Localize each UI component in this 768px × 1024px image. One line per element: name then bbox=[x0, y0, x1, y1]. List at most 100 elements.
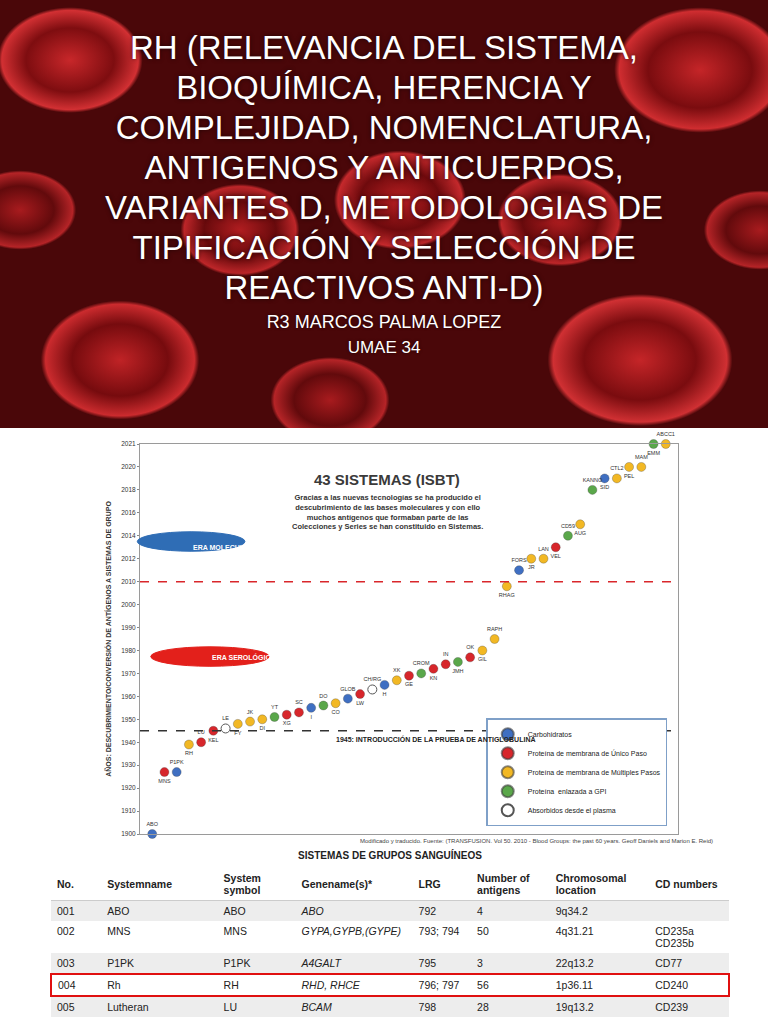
html-text:Genename(s)*: Genename(s)* bbox=[301, 878, 373, 890]
html-text:002: 002 bbox=[57, 925, 75, 937]
html-text:RH (RELEVANCIA DEL SISTEMA,: RH (RELEVANCIA DEL SISTEMA, bbox=[130, 29, 638, 66]
svg-text:JK: JK bbox=[247, 709, 254, 715]
svg-text:2000: 2000 bbox=[121, 601, 136, 608]
svg-text:1900: 1900 bbox=[121, 830, 136, 837]
svg-text:Carbohidratos: Carbohidratos bbox=[528, 731, 572, 738]
html-text:BIOQUÍMICA, HERENCIA Y: BIOQUÍMICA, HERENCIA Y bbox=[176, 69, 592, 106]
html-text:792: 792 bbox=[418, 905, 437, 917]
svg-text:DI: DI bbox=[260, 725, 266, 731]
svg-text:LU: LU bbox=[198, 729, 205, 735]
svg-text:1920: 1920 bbox=[121, 784, 136, 791]
html-text:9q34.2: 9q34.2 bbox=[555, 905, 588, 917]
svg-text:GE: GE bbox=[405, 681, 413, 687]
html-text:MNS: MNS bbox=[107, 925, 131, 937]
svg-text:Proteína de membrana de Único: Proteína de membrana de Único Paso bbox=[528, 749, 647, 757]
svg-text:LAN: LAN bbox=[538, 546, 549, 552]
svg-text:2020: 2020 bbox=[121, 463, 136, 470]
svg-text:XG: XG bbox=[283, 720, 291, 726]
svg-text:JR: JR bbox=[528, 564, 535, 570]
html-text:R3 MARCOS PALMA LOPEZ: R3 MARCOS PALMA LOPEZ bbox=[266, 312, 502, 332]
svg-text:1940: 1940 bbox=[121, 739, 136, 746]
html-text:UMAE 34: UMAE 34 bbox=[347, 338, 421, 357]
svg-text:SID: SID bbox=[600, 484, 609, 490]
svg-text:AUG: AUG bbox=[574, 530, 586, 536]
html-text:Systemname: Systemname bbox=[107, 878, 172, 890]
html-text:LRG: LRG bbox=[418, 878, 441, 890]
svg-text:1960: 1960 bbox=[121, 693, 136, 700]
html-text:ANTIGENOS Y ANTICUERPOS,: ANTIGENOS Y ANTICUERPOS, bbox=[144, 149, 624, 186]
svg-text:CROM: CROM bbox=[413, 660, 430, 666]
svg-text:1945: INTRODUCCIÓN DE LA PRUEB: 1945: INTRODUCCIÓN DE LA PRUEBA DE ANTIG… bbox=[336, 735, 536, 743]
html-text:MNS: MNS bbox=[223, 925, 247, 937]
html-text:793; 794: 793; 794 bbox=[418, 925, 460, 937]
html-text:Chromosomal location: Chromosomal location bbox=[555, 872, 627, 896]
svg-text:KN: KN bbox=[430, 675, 438, 681]
html-text:COMPLEJIDAD, NOMENCLATURA,: COMPLEJIDAD, NOMENCLATURA, bbox=[115, 109, 653, 146]
svg-text:Absorbidos desde el plasma: Absorbidos desde el plasma bbox=[528, 807, 616, 815]
html-text:ABO: ABO bbox=[223, 905, 246, 917]
svg-text:2014: 2014 bbox=[121, 532, 136, 539]
svg-text:LW: LW bbox=[356, 700, 365, 706]
html-text:ABO: ABO bbox=[301, 905, 324, 917]
svg-text:2012: 2012 bbox=[121, 555, 136, 562]
svg-text:GIL: GIL bbox=[478, 656, 487, 662]
svg-text:RH: RH bbox=[185, 750, 193, 756]
svg-text:Proteína de membrana de Múltip: Proteína de membrana de Múltiples Pasos bbox=[528, 769, 661, 777]
svg-text:KEL: KEL bbox=[208, 737, 218, 743]
svg-text:CD59: CD59 bbox=[561, 523, 575, 529]
svg-text:RAPH: RAPH bbox=[487, 626, 502, 632]
svg-text:OK: OK bbox=[466, 644, 474, 650]
svg-text:2016: 2016 bbox=[121, 509, 136, 516]
svg-text:I: I bbox=[310, 714, 312, 720]
html-text:REACTIVOS ANTI-D): REACTIVOS ANTI-D) bbox=[224, 269, 544, 306]
svg-text:H: H bbox=[383, 691, 387, 697]
html-text:TIPIFICACIÓN Y SELECCIÓN DE: TIPIFICACIÓN Y SELECCIÓN DE bbox=[132, 229, 636, 266]
svg-text:ERA MOLECULAR: ERA MOLECULAR bbox=[193, 544, 254, 551]
svg-text:CO: CO bbox=[332, 709, 341, 715]
html-text:System symbol: System symbol bbox=[223, 872, 261, 896]
svg-text:ABO: ABO bbox=[146, 821, 158, 827]
svg-text:2018: 2018 bbox=[121, 486, 136, 493]
svg-text:1910: 1910 bbox=[121, 807, 136, 814]
svg-text:1970: 1970 bbox=[121, 670, 136, 677]
svg-text:SC: SC bbox=[295, 699, 303, 705]
svg-text:1950: 1950 bbox=[121, 716, 136, 723]
svg-text:1930: 1930 bbox=[121, 761, 136, 768]
svg-text:1980: 1980 bbox=[121, 647, 136, 654]
svg-text:CTL2: CTL2 bbox=[610, 465, 623, 471]
svg-text:PEL: PEL bbox=[624, 473, 634, 479]
svg-text:Gracias a las nuevas tecnologí: Gracias a las nuevas tecnologías se ha p… bbox=[292, 493, 483, 531]
svg-text:GLOB: GLOB bbox=[340, 686, 356, 692]
svg-text:AÑOS: DESCUBRIMIENTO/CONVERSIÓ: AÑOS: DESCUBRIMIENTO/CONVERSIÓN DE ANTÍG… bbox=[104, 501, 112, 777]
svg-text:FORS: FORS bbox=[511, 557, 527, 563]
svg-text:2021: 2021 bbox=[121, 440, 136, 447]
svg-text:1990: 1990 bbox=[121, 624, 136, 631]
svg-text:MAM: MAM bbox=[635, 454, 648, 460]
svg-text:Proteína enlazada a GPI: Proteína enlazada a GPI bbox=[528, 788, 607, 795]
svg-text:JMH: JMH bbox=[452, 668, 463, 674]
svg-text:KANNO: KANNO bbox=[583, 477, 603, 483]
svg-text:FY: FY bbox=[234, 730, 241, 736]
svg-text:IN: IN bbox=[443, 651, 449, 657]
html-text:001: 001 bbox=[57, 905, 75, 917]
html-text:ABO: ABO bbox=[107, 905, 130, 917]
svg-text:ABCC1: ABCC1 bbox=[657, 431, 675, 437]
svg-text:DO: DO bbox=[319, 693, 328, 699]
html-text:VARIANTES D, METODOLOGIAS DE: VARIANTES D, METODOLOGIAS DE bbox=[105, 189, 663, 226]
svg-text:YT: YT bbox=[271, 704, 279, 710]
html-text:Number of antigens: Number of antigens bbox=[477, 872, 530, 896]
svg-text:EMM: EMM bbox=[647, 450, 660, 456]
html-text:No.: No. bbox=[57, 878, 74, 890]
svg-text:MNS: MNS bbox=[158, 778, 171, 784]
svg-text:VEL: VEL bbox=[551, 553, 561, 559]
svg-text:RHAG: RHAG bbox=[499, 592, 515, 598]
svg-text:CH/RG: CH/RG bbox=[363, 676, 381, 682]
svg-text:ERA SEROLÓGICA: ERA SEROLÓGICA bbox=[212, 653, 276, 661]
svg-text:XK: XK bbox=[393, 667, 401, 673]
html-text:GYPA,GYPB,(GYPE): GYPA,GYPB,(GYPE) bbox=[301, 925, 402, 937]
svg-text:2010: 2010 bbox=[121, 578, 136, 585]
svg-text:LE: LE bbox=[222, 715, 229, 721]
html-text:CD numbers: CD numbers bbox=[655, 878, 718, 890]
svg-text:43 SISTEMAS (ISBT): 43 SISTEMAS (ISBT) bbox=[314, 471, 460, 488]
svg-text:P1PK: P1PK bbox=[170, 759, 184, 765]
